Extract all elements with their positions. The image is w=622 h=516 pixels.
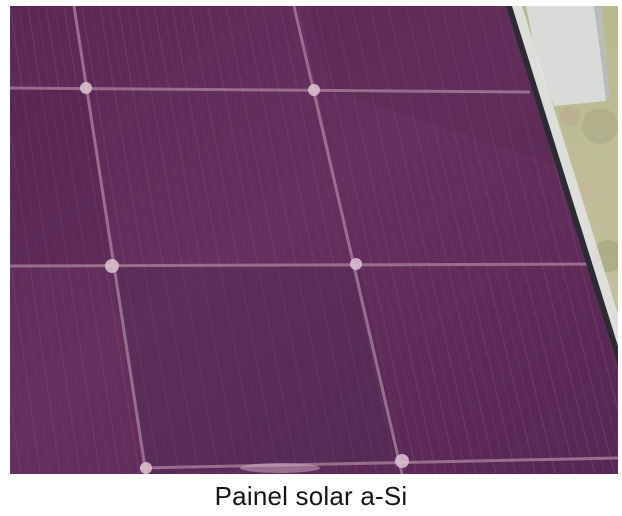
cell-stripe [396,6,507,474]
cell-stripe [342,6,447,474]
cell-stripe [351,6,457,474]
cell-stripe [486,6,606,474]
solar-panel-image [10,6,618,474]
cell-stripe [10,6,61,474]
cell-stripe [117,6,200,474]
cell-stripe [360,6,467,474]
cell-stripe [108,6,190,474]
cell-stripe [504,6,618,474]
cell-stripe [324,6,428,474]
image-caption: Painel solar a-Si [214,481,408,511]
cell-stripe [306,6,408,474]
cell-stripe [378,6,487,474]
cell-stripe [18,6,91,474]
cell-stripe [90,6,170,474]
cell-stripe [126,6,210,474]
cell-stripe [162,6,249,474]
concrete-block [526,6,606,106]
solar-panel-photo [10,6,618,474]
cell-stripe [135,6,220,474]
cell-stripe [495,6,616,474]
cell-stripe [333,6,437,474]
cell-stripe [216,6,309,474]
cell-stripe [279,6,378,474]
cell-stripe [189,6,279,474]
cell-stripe [36,6,111,474]
cell-stripe [207,6,299,474]
cell-stripe [10,6,51,474]
cell-stripe [10,6,32,474]
cell-stripe [459,6,576,474]
cell-stripe [468,6,586,474]
cell-stripe [369,6,477,474]
cell-stripe [10,6,81,474]
cell-stripe [387,6,497,474]
cell-stripe [441,6,556,474]
cell-stripe [423,6,536,474]
cell-stripe [54,6,131,474]
cell-stripe [414,6,527,474]
cell-stripe [405,6,517,474]
cell-stripe [81,6,160,474]
cell-stripe [10,6,41,474]
cell-stripe [63,6,140,474]
cell-stripe [225,6,319,474]
cell-stripe [234,6,329,474]
cell-stripe [477,6,596,474]
cell-stripe [153,6,239,474]
cell-stripe [180,6,269,474]
cell-stripe [243,6,338,474]
cell-stripe [288,6,388,474]
cell-stripe [252,6,348,474]
cell-stripe [27,6,101,474]
cell-stripe [432,6,546,474]
cell-stripe [198,6,289,474]
cell-stripe [144,6,230,474]
cell-stripes [10,6,618,474]
cell-stripe [315,6,418,474]
cell-stripe [261,6,358,474]
cell-stripe [45,6,121,474]
cell-dark [110,264,402,474]
junction-glints [80,82,409,474]
cell-stripe [10,6,71,474]
cell-stripe [450,6,566,474]
cell-stripe [99,6,180,474]
cell-stripe [270,6,368,474]
cell-stripe [171,6,259,474]
